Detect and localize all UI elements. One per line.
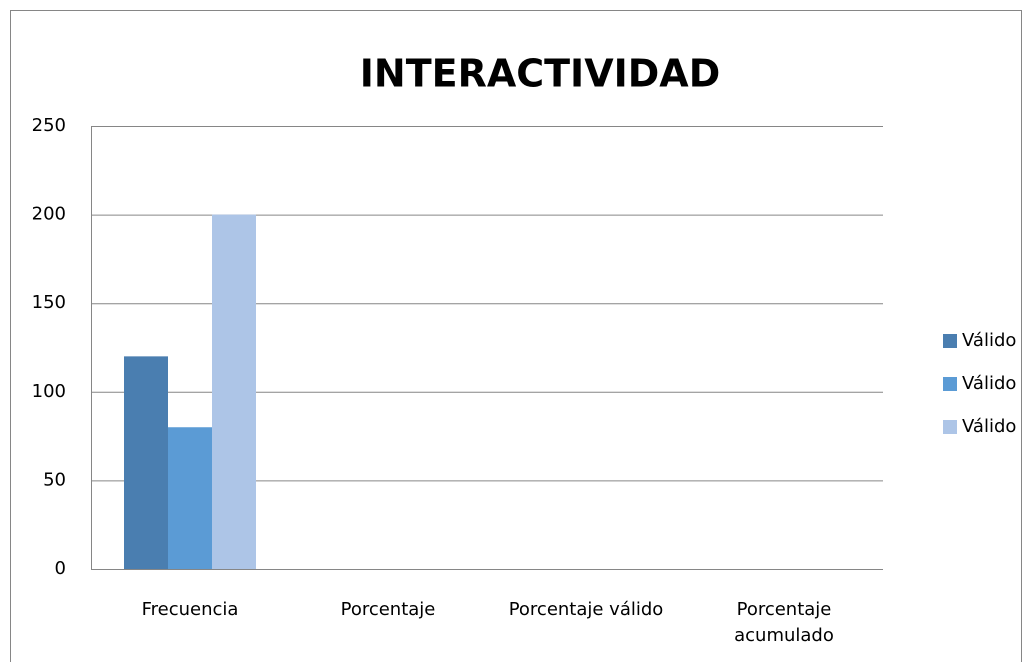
legend-label: Válido xyxy=(962,330,1016,351)
x-tick-label: Porcentaje xyxy=(341,599,436,620)
x-tick-label: Porcentaje acumulado xyxy=(734,599,834,646)
legend-swatch xyxy=(943,377,957,391)
y-tick-label: 100 xyxy=(32,381,66,402)
bar xyxy=(168,427,212,569)
legend-label: Válido xyxy=(962,416,1016,437)
legend-label: Válido xyxy=(962,373,1016,394)
x-tick-label: Frecuencia xyxy=(142,599,239,620)
y-tick-label: 150 xyxy=(32,292,66,313)
y-tick-label: 200 xyxy=(32,204,66,225)
legend-swatch xyxy=(943,420,957,434)
legend-swatch xyxy=(943,334,957,348)
y-tick-label: 0 xyxy=(55,558,66,579)
y-tick-label: 250 xyxy=(32,115,66,136)
bar xyxy=(124,356,168,569)
bar xyxy=(212,214,256,569)
y-tick-label: 50 xyxy=(43,469,66,490)
x-tick-label-part: acumulado xyxy=(734,625,834,646)
x-tick-label: Porcentaje válido xyxy=(509,599,664,620)
chart-title: INTERACTIVIDAD xyxy=(360,52,720,96)
x-tick-label-part: Porcentaje xyxy=(737,599,832,620)
